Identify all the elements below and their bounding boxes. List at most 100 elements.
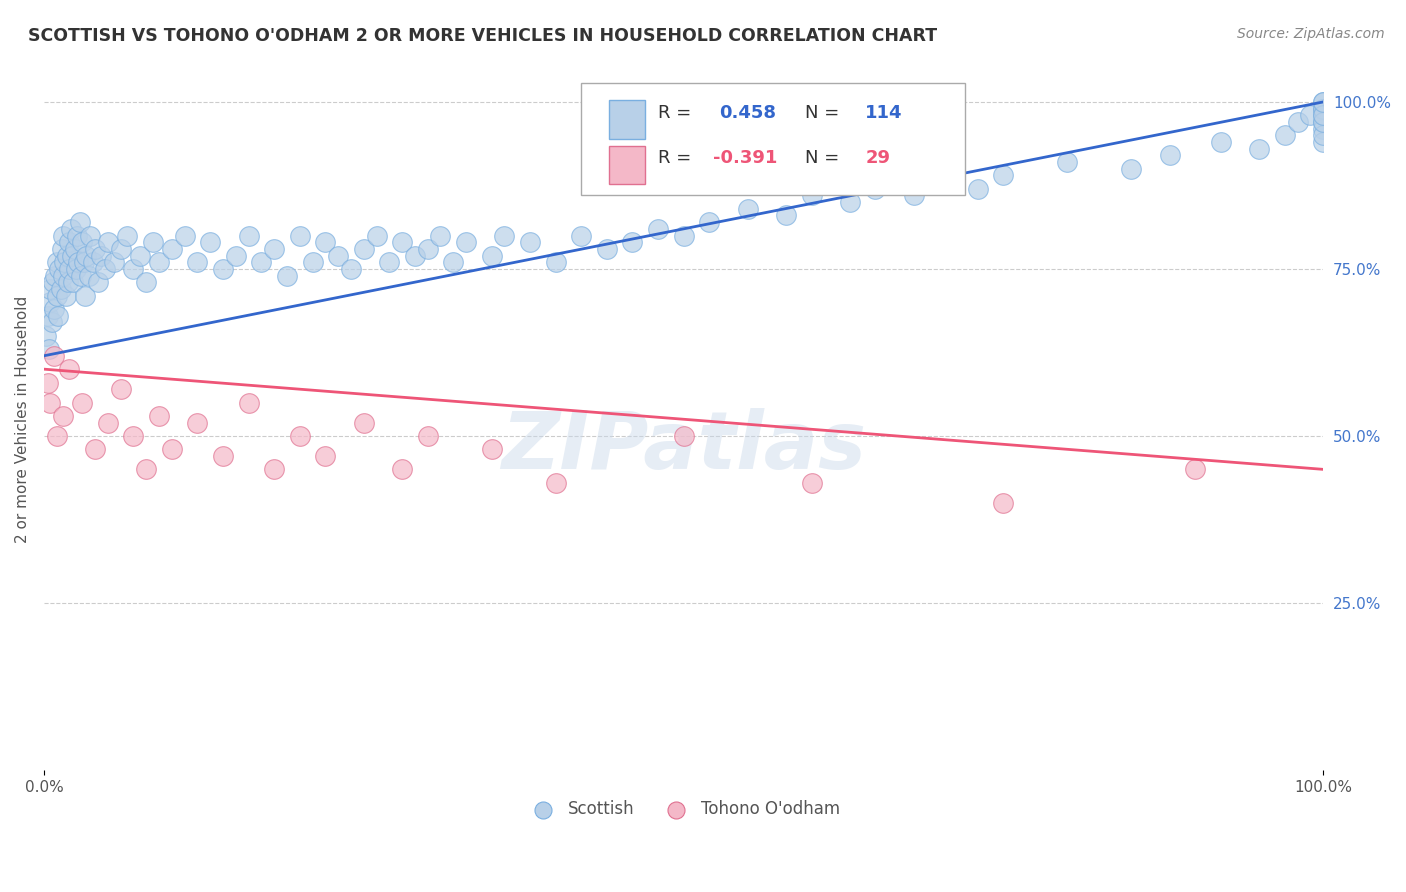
Point	[52, 268, 75, 283]
Point	[1299, 108, 1322, 122]
Point	[353, 242, 375, 256]
Point	[416, 429, 439, 443]
Point	[49, 282, 72, 296]
Point	[928, 175, 950, 189]
Point	[1312, 95, 1334, 109]
Point	[58, 262, 80, 277]
Point	[1312, 102, 1334, 116]
Point	[69, 215, 91, 229]
Point	[58, 235, 80, 250]
Point	[903, 188, 925, 202]
Point	[52, 228, 75, 243]
Point	[52, 409, 75, 423]
Point	[115, 228, 138, 243]
Point	[378, 255, 401, 269]
Point	[75, 249, 97, 263]
Point	[1312, 108, 1334, 122]
Point	[1312, 102, 1334, 116]
Point	[494, 228, 516, 243]
Point	[45, 255, 67, 269]
Point	[340, 262, 363, 277]
Point	[160, 242, 183, 256]
Point	[544, 255, 567, 269]
Point	[77, 268, 100, 283]
Point	[84, 442, 107, 457]
Point	[42, 301, 65, 316]
Point	[1184, 462, 1206, 476]
Point	[1286, 115, 1309, 129]
Point	[148, 409, 170, 423]
Point	[135, 275, 157, 289]
Point	[697, 215, 720, 229]
Point	[39, 282, 62, 296]
Point	[314, 235, 336, 250]
Point	[865, 182, 887, 196]
Point	[404, 249, 426, 263]
FancyBboxPatch shape	[581, 83, 965, 194]
Point	[212, 262, 235, 277]
Point	[94, 262, 117, 277]
Point	[225, 249, 247, 263]
Point	[122, 262, 145, 277]
Point	[72, 395, 94, 409]
Point	[37, 376, 59, 390]
Point	[142, 235, 165, 250]
Point	[1249, 142, 1271, 156]
Text: SCOTTISH VS TOHONO O'ODHAM 2 OR MORE VEHICLES IN HOUSEHOLD CORRELATION CHART: SCOTTISH VS TOHONO O'ODHAM 2 OR MORE VEH…	[28, 27, 938, 45]
Point	[67, 255, 90, 269]
Point	[53, 255, 76, 269]
Point	[39, 395, 62, 409]
Point	[391, 235, 413, 250]
Point	[263, 242, 285, 256]
Point	[672, 429, 695, 443]
Point	[238, 228, 260, 243]
Text: N =: N =	[806, 103, 845, 121]
Legend: Scottish, Tohono O'odham: Scottish, Tohono O'odham	[520, 794, 848, 825]
Point	[59, 222, 82, 236]
Point	[1312, 108, 1334, 122]
Bar	[609, 100, 645, 138]
Point	[429, 228, 451, 243]
Text: 0.458: 0.458	[720, 103, 776, 121]
Point	[737, 202, 759, 216]
Point	[1159, 148, 1181, 162]
Point	[97, 416, 120, 430]
Point	[966, 182, 988, 196]
Point	[544, 475, 567, 490]
Point	[45, 288, 67, 302]
Point	[1312, 121, 1334, 136]
Point	[72, 255, 94, 269]
Point	[1312, 95, 1334, 109]
Point	[79, 228, 101, 243]
Point	[44, 268, 66, 283]
Point	[55, 288, 77, 302]
Text: Source: ZipAtlas.com: Source: ZipAtlas.com	[1237, 27, 1385, 41]
Point	[65, 262, 87, 277]
Point	[128, 249, 150, 263]
Bar	[609, 145, 645, 185]
Point	[288, 429, 311, 443]
Point	[73, 288, 96, 302]
Point	[60, 249, 83, 263]
Point	[1209, 135, 1232, 149]
Point	[41, 315, 63, 329]
Point	[276, 268, 298, 283]
Point	[35, 328, 58, 343]
Point	[519, 235, 541, 250]
Point	[800, 475, 823, 490]
Point	[160, 442, 183, 457]
Point	[38, 342, 60, 356]
Point	[366, 228, 388, 243]
Point	[328, 249, 350, 263]
Point	[186, 255, 208, 269]
Point	[993, 169, 1015, 183]
Point	[66, 228, 89, 243]
Point	[58, 362, 80, 376]
Point	[1121, 161, 1143, 176]
Point	[1312, 115, 1334, 129]
Point	[596, 242, 619, 256]
Point	[90, 249, 112, 263]
Point	[441, 255, 464, 269]
Point	[481, 249, 503, 263]
Text: R =: R =	[658, 103, 697, 121]
